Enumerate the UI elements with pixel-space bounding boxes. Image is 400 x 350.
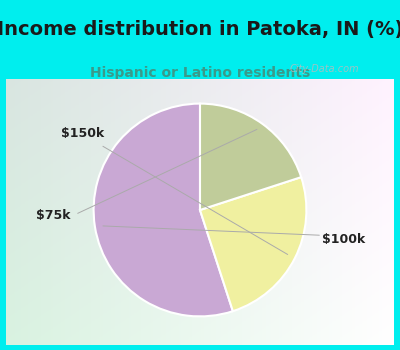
Text: $75k: $75k — [36, 209, 70, 222]
Text: Hispanic or Latino residents: Hispanic or Latino residents — [90, 66, 310, 80]
Text: $100k: $100k — [322, 233, 365, 246]
Wedge shape — [200, 177, 306, 311]
Text: City-Data.com: City-Data.com — [290, 64, 360, 74]
Text: Income distribution in Patoka, IN (%): Income distribution in Patoka, IN (%) — [0, 20, 400, 38]
Wedge shape — [94, 104, 233, 316]
Wedge shape — [200, 104, 301, 210]
Text: $150k: $150k — [61, 127, 104, 140]
